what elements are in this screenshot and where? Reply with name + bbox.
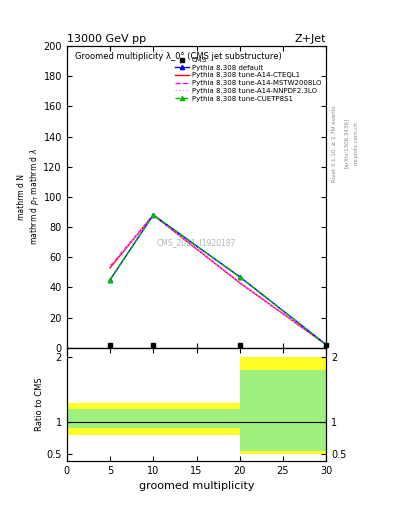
Y-axis label: Ratio to CMS: Ratio to CMS — [35, 377, 44, 431]
Text: Rivet 3.1.10, ≥ 2.7M events: Rivet 3.1.10, ≥ 2.7M events — [332, 105, 337, 182]
Text: 13000 GeV pp: 13000 GeV pp — [67, 34, 146, 44]
Y-axis label: mathrm d N
mathrm d $p_\mathrm{T}$ mathrm d $\lambda$: mathrm d N mathrm d $p_\mathrm{T}$ mathr… — [17, 148, 40, 245]
X-axis label: groomed multiplicity: groomed multiplicity — [139, 481, 254, 491]
Text: Z+Jet: Z+Jet — [295, 34, 326, 44]
Text: mcplots.cern.ch: mcplots.cern.ch — [354, 121, 359, 165]
Legend: CMS, Pythia 8.308 default, Pythia 8.308 tune-A14-CTEQL1, Pythia 8.308 tune-A14-M: CMS, Pythia 8.308 default, Pythia 8.308 … — [174, 56, 323, 103]
Text: CMS_2021_I1920187: CMS_2021_I1920187 — [157, 238, 236, 247]
Text: [arXiv:1306.3436]: [arXiv:1306.3436] — [344, 118, 349, 168]
Text: Groomed multiplicity λ_0° (CMS jet substructure): Groomed multiplicity λ_0° (CMS jet subst… — [75, 52, 281, 61]
